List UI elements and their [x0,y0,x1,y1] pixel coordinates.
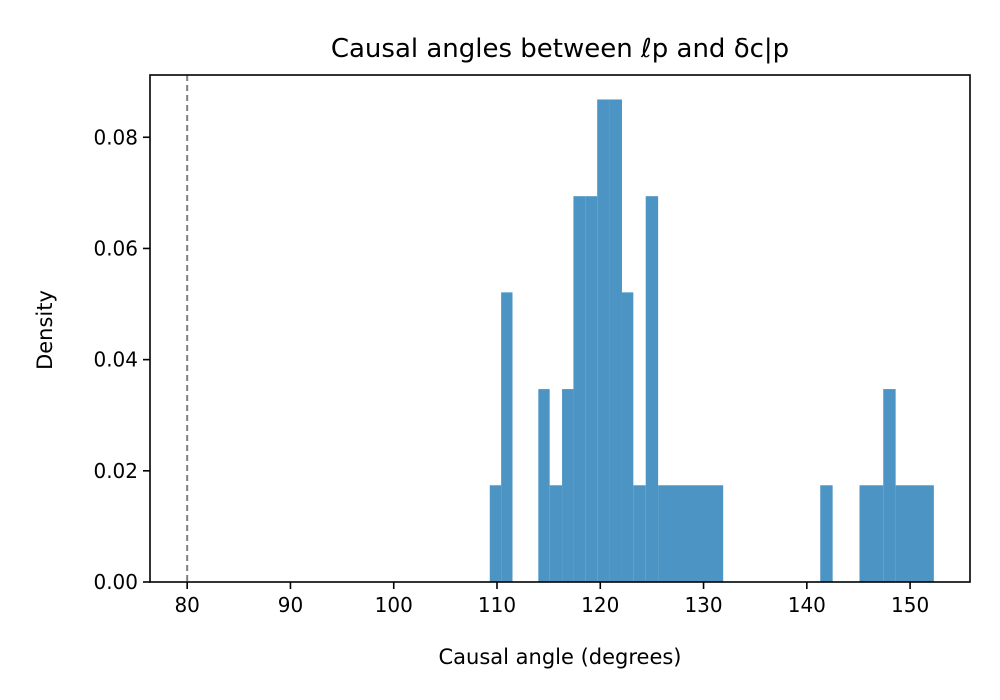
y-tick-label-0.04: 0.04 [93,348,138,372]
x-axis-label: Causal angle (degrees) [438,645,681,669]
histogram-bar-14 [859,485,883,582]
histogram-bar-4 [562,389,573,582]
histogram-bar-1 [501,292,512,582]
x-axis: 80 90 100 110 120 130 140 150 [174,582,929,617]
histogram-bar-6 [586,196,597,582]
histogram-bar-12 [658,485,723,582]
histogram-bar-11 [646,196,658,582]
histogram-bar-3 [550,485,562,582]
x-tick-label-130: 130 [684,593,722,617]
histogram-bar-10 [633,485,645,582]
histogram-bar-2 [538,389,549,582]
histogram-bar-5 [573,196,585,582]
x-tick-label-110: 110 [478,593,516,617]
bars-group [490,99,934,582]
x-tick-label-140: 140 [788,593,826,617]
chart-title: Causal angles between ℓp and δc|p [331,34,789,64]
y-tick-label-0.00: 0.00 [93,570,138,594]
histogram-bar-15 [883,389,895,582]
histogram-bar-16 [896,485,934,582]
y-tick-label-0.02: 0.02 [93,459,138,483]
histogram-bar-0 [490,485,501,582]
histogram-bar-9 [622,292,633,582]
x-tick-label-90: 90 [278,593,303,617]
histogram-bar-8 [610,99,622,582]
y-tick-label-0.08: 0.08 [93,125,138,149]
y-axis: 0.00 0.02 0.04 0.06 0.08 [93,125,150,594]
histogram-bar-7 [597,99,609,582]
x-tick-label-120: 120 [581,593,619,617]
x-tick-label-80: 80 [174,593,199,617]
y-axis-label: Density [33,290,57,370]
y-tick-label-0.06: 0.06 [93,236,138,260]
x-tick-label-100: 100 [375,593,413,617]
histogram-bar-13 [820,485,832,582]
x-tick-label-150: 150 [891,593,929,617]
